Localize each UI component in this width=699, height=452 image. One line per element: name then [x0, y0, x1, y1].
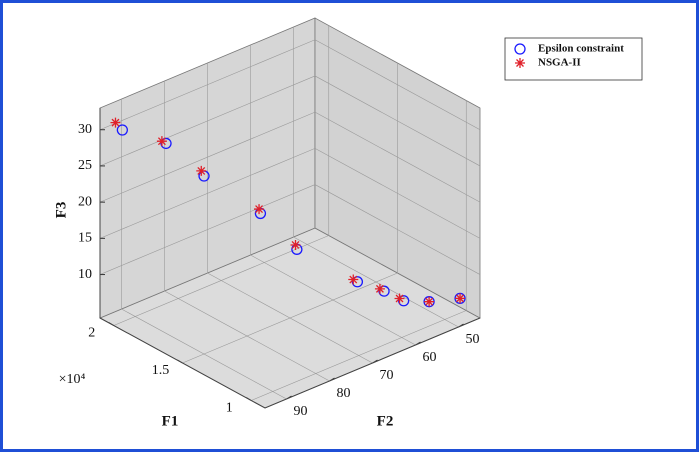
- marker-asterisk: [395, 294, 405, 304]
- y-tick-label: 70: [380, 368, 394, 383]
- chart: 11.5250607080901015202530 F1 F2 F3 ×10⁴ …: [0, 0, 699, 452]
- y-tick-label: 90: [294, 404, 308, 419]
- x-exponent: ×10⁴: [59, 372, 86, 387]
- marker-asterisk: [424, 297, 434, 307]
- x-axis-title: F1: [162, 413, 179, 429]
- marker-asterisk: [291, 240, 301, 250]
- z-tick-label: 10: [78, 267, 92, 282]
- y-tick-label: 80: [337, 386, 351, 401]
- marker-asterisk: [254, 204, 264, 214]
- legend: Epsilon constraint NSGA-II: [505, 38, 642, 80]
- z-tick-label: 20: [78, 194, 92, 209]
- y-tick-label: 60: [423, 350, 437, 365]
- z-axis-title: F3: [53, 202, 69, 219]
- y-tick-label: 50: [466, 332, 480, 347]
- z-tick-label: 25: [78, 158, 92, 173]
- x-tick-label: 1.5: [152, 363, 170, 378]
- marker-asterisk: [375, 284, 385, 294]
- y-axis-title: F2: [377, 413, 394, 429]
- x-tick-label: 1: [226, 401, 233, 416]
- marker-asterisk: [515, 58, 525, 68]
- z-tick-label: 15: [78, 231, 92, 246]
- legend-label: NSGA-II: [538, 57, 581, 69]
- page: {"chart_data": { "type": "scatter3d", "x…: [0, 0, 699, 452]
- legend-label: Epsilon constraint: [538, 43, 624, 55]
- z-tick-label: 30: [78, 122, 92, 137]
- marker-asterisk: [196, 166, 206, 176]
- marker-asterisk: [157, 136, 167, 146]
- marker-asterisk: [455, 293, 465, 303]
- marker-asterisk: [348, 275, 358, 285]
- x-tick-label: 2: [88, 326, 95, 341]
- marker-asterisk: [110, 118, 120, 128]
